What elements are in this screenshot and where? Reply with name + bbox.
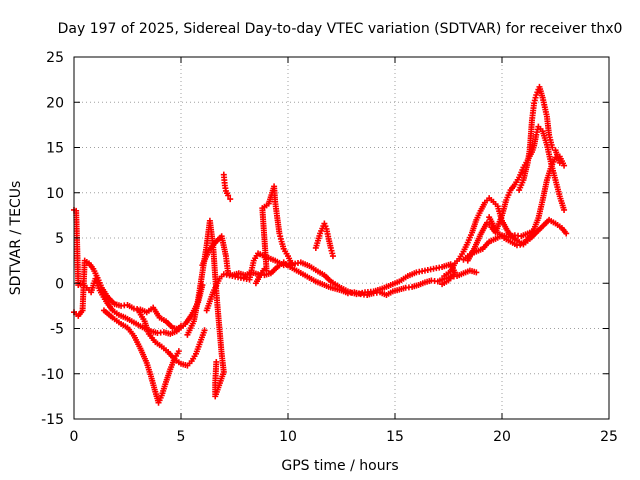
y-tick-label: 0	[55, 276, 64, 292]
series-trace-k	[441, 153, 568, 280]
series-trace-d	[135, 307, 208, 369]
x-tick-label: 25	[600, 429, 618, 445]
series-trace-g	[220, 171, 234, 203]
axis-ticks: 0 5 10 15 20 25 -15 -10 -5 0 5 10 15 20 25	[41, 50, 618, 445]
x-tick-label: 20	[493, 429, 511, 445]
y-tick-label: 15	[46, 141, 64, 157]
y-tick-label: -15	[41, 412, 64, 428]
y-tick-label: 5	[55, 231, 64, 247]
x-axis-label: GPS time / hours	[281, 458, 398, 474]
y-tick-label: 25	[46, 50, 64, 66]
x-tick-label: 15	[386, 429, 404, 445]
x-tick-label: 0	[70, 429, 79, 445]
series-trace-c	[100, 307, 182, 406]
series-trace-f	[199, 233, 480, 299]
series-trace-h	[203, 250, 458, 314]
y-tick-label: -5	[50, 322, 64, 338]
y-tick-label: 10	[46, 186, 64, 202]
x-tick-label: 10	[279, 429, 297, 445]
y-axis-label: SDTVAR / TECUs	[8, 181, 24, 296]
series-trace-m	[516, 83, 563, 194]
series-trace-o	[460, 227, 538, 263]
chart-title: Day 197 of 2025, Sidereal Day-to-day VTE…	[58, 21, 623, 37]
series-trace-j	[312, 220, 336, 260]
data-points	[71, 83, 570, 406]
y-tick-label: 20	[46, 95, 64, 111]
series-trace-i	[252, 183, 296, 287]
x-tick-label: 5	[177, 429, 186, 445]
series-trace-a	[71, 206, 184, 337]
y-tick-label: -10	[41, 367, 64, 383]
